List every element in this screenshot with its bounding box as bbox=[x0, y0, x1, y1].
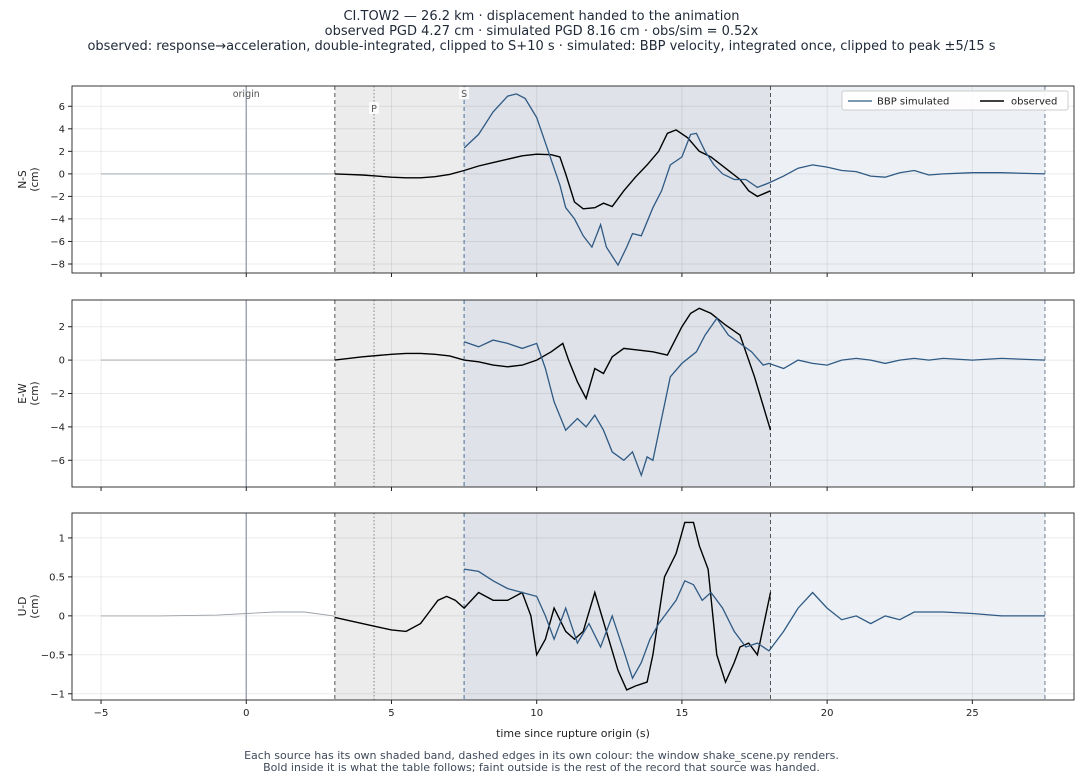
legend-simulated-label: BBP simulated bbox=[877, 97, 949, 108]
y-tick-label: −8 bbox=[50, 259, 65, 270]
x-tick-label: 0 bbox=[243, 708, 249, 719]
chart-title-line-2: observed PGD 4.27 cm · simulated PGD 8.1… bbox=[324, 24, 759, 39]
simulated-line bbox=[463, 317, 1046, 478]
x-axis-label: time since rupture origin (s) bbox=[496, 727, 650, 740]
s-label: S bbox=[461, 89, 467, 100]
overlap-window-band bbox=[464, 513, 771, 700]
y-axis-label: N-S bbox=[17, 170, 29, 189]
y-axis-label: U-D bbox=[17, 597, 29, 617]
plot-frame bbox=[71, 512, 1075, 701]
x-tick-label: 20 bbox=[821, 708, 834, 719]
p-label-bg bbox=[369, 102, 380, 114]
y-tick-label: 0 bbox=[59, 169, 65, 180]
plot-frame bbox=[71, 85, 1075, 274]
y-tick-label: −6 bbox=[50, 237, 65, 248]
y-axis-label: (cm) bbox=[29, 167, 41, 191]
simulated-window-band bbox=[770, 300, 1045, 487]
observed-line bbox=[334, 129, 771, 210]
chart-title-line-3: observed: response→acceleration, double-… bbox=[87, 39, 996, 54]
overlap-window-band bbox=[464, 86, 771, 273]
x-tick-label: 25 bbox=[966, 708, 979, 719]
y-tick-label: −6 bbox=[50, 456, 65, 467]
simulated-line bbox=[463, 93, 1046, 267]
simulated-window-band bbox=[770, 86, 1045, 273]
y-tick-label: −4 bbox=[50, 422, 65, 433]
observed-line bbox=[334, 521, 772, 691]
y-axis-label: (cm) bbox=[29, 381, 41, 405]
y-tick-label: 2 bbox=[59, 322, 65, 333]
legend-observed-label: observed bbox=[1011, 97, 1057, 108]
y-tick-label: 1 bbox=[59, 533, 65, 544]
s-label-bg bbox=[459, 87, 470, 99]
origin-label: origin bbox=[233, 89, 260, 100]
legend-box bbox=[841, 90, 1069, 111]
y-tick-label: −2 bbox=[50, 192, 65, 203]
y-tick-label: −4 bbox=[50, 214, 65, 225]
y-tick-label: −2 bbox=[50, 389, 65, 400]
panel-2: −6 −4 −2 0 2 E-W (cm) bbox=[17, 299, 1075, 491]
chart-title-line-1: CI.TOW2 — 26.2 km · displacement handed … bbox=[343, 9, 740, 24]
y-tick-label: 0 bbox=[59, 356, 65, 367]
x-tick-label: 5 bbox=[388, 708, 394, 719]
footer-note-line-2: Bold inside it is what the table follows… bbox=[263, 761, 820, 774]
x-tick-label: −5 bbox=[94, 708, 109, 719]
observed-window-band bbox=[334, 86, 465, 273]
footer-note-line-1: Each source has its own shaded band, das… bbox=[244, 749, 839, 762]
y-tick-label: −1 bbox=[50, 689, 65, 700]
panel-1: −8 −6 −4 −2 0 2 4 6 N-S (cm) origin P S BBP simulated… bbox=[17, 85, 1075, 277]
panel-3: −1 −0.5 0 0.5 1 −5 0 5 10 15 20 25 U-D (cm) bbox=[17, 512, 1075, 719]
simulated-window-band bbox=[770, 513, 1045, 700]
y-axis-label: E-W bbox=[17, 383, 29, 404]
y-axis-label: (cm) bbox=[29, 594, 41, 618]
x-tick-label: 10 bbox=[530, 708, 543, 719]
simulated-line bbox=[463, 568, 1045, 680]
p-label: P bbox=[371, 104, 377, 115]
y-tick-label: 4 bbox=[59, 124, 65, 135]
observed-faint-line bbox=[101, 611, 336, 618]
y-tick-label: 6 bbox=[59, 102, 65, 113]
y-tick-label: 0.5 bbox=[49, 572, 65, 583]
y-tick-label: −0.5 bbox=[41, 650, 65, 661]
y-tick-label: 2 bbox=[59, 147, 65, 158]
observed-window-band bbox=[334, 513, 465, 700]
observed-window-band bbox=[334, 300, 465, 487]
observed-line bbox=[334, 307, 772, 431]
x-tick-label: 15 bbox=[676, 708, 689, 719]
y-tick-label: 0 bbox=[59, 611, 65, 622]
